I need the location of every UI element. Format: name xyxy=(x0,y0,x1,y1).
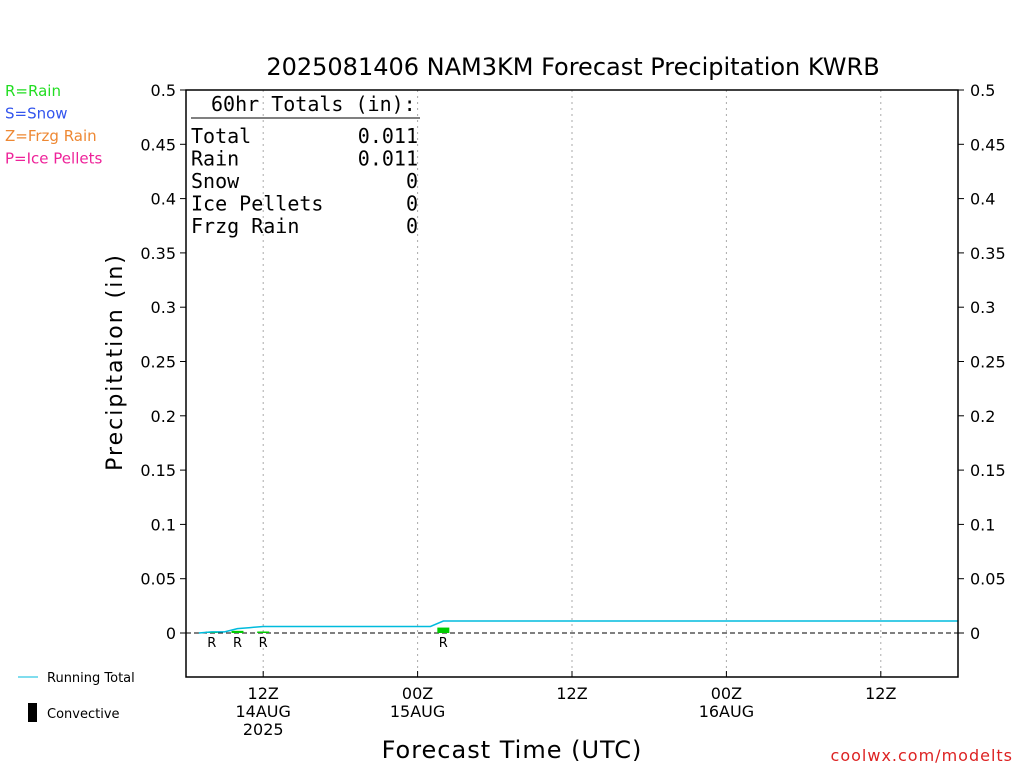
y-tick-label-left: 0 xyxy=(166,624,176,643)
y-tick-label-left: 0.1 xyxy=(151,515,176,534)
x-tick-label: 12Z xyxy=(556,684,587,703)
y-tick-label-left: 0.2 xyxy=(151,407,176,426)
y-tick-label-right: 0.25 xyxy=(970,353,1006,372)
y-tick-label-left: 0.35 xyxy=(140,244,176,263)
x-tick-label: 00Z xyxy=(711,684,742,703)
totals-label-0: Total xyxy=(191,124,251,148)
legend-type-1: S=Snow xyxy=(5,105,68,123)
y-axis-right: 0 0.05 0.1 0.15 0.2 0.25 0.3 0.35 0.4 0.45 0.5 xyxy=(958,81,1006,643)
y-tick-label-left: 0.05 xyxy=(140,570,176,589)
convective-legend-swatch xyxy=(28,703,37,722)
totals-value-4: 0 xyxy=(406,214,418,238)
y-tick-label-right: 0.15 xyxy=(970,461,1006,480)
totals-label-3: Ice Pellets xyxy=(191,192,323,216)
x-gridlines xyxy=(262,90,882,677)
precip-type-legend: R=Rain S=Snow Z=Frzg Rain P=Ice Pellets xyxy=(5,82,102,168)
legend-type-2: Z=Frzg Rain xyxy=(5,127,97,145)
y-tick-label-left: 0.5 xyxy=(151,81,176,100)
totals-value-1: 0.011 xyxy=(358,147,418,171)
x-tick-label: 2025 xyxy=(243,720,284,739)
precip-bar xyxy=(257,631,270,633)
y-tick-label-right: 0.4 xyxy=(970,190,995,209)
totals-value-3: 0 xyxy=(406,192,418,216)
totals-box: 60hr Totals (in): Total 0.011 Rain 0.011 Sno… xyxy=(191,92,420,238)
y-tick-label-left: 0.15 xyxy=(140,461,176,480)
totals-value-0: 0.011 xyxy=(358,124,418,148)
precip-type-label: R xyxy=(233,636,242,651)
x-tick-label: 12Z xyxy=(865,684,896,703)
running-total-line xyxy=(198,620,958,634)
y-tick-label-left: 0.45 xyxy=(140,135,176,154)
legend-type-0: R=Rain xyxy=(5,82,61,100)
running-total-series xyxy=(198,620,958,634)
y-tick-label-right: 0.05 xyxy=(970,570,1006,589)
precip-type-label: R xyxy=(259,636,268,651)
precip-type-label: R xyxy=(207,636,216,651)
y-tick-label-right: 0.2 xyxy=(970,407,995,426)
x-tick-label: 14AUG xyxy=(235,702,290,721)
precip-bar xyxy=(437,627,450,633)
credit-link[interactable]: coolwx.com/modelts xyxy=(831,746,1013,765)
y-tick-label-left: 0.4 xyxy=(151,190,176,209)
y-tick-label-right: 0.5 xyxy=(970,81,995,100)
totals-value-2: 0 xyxy=(406,169,418,193)
y-tick-label-right: 0.1 xyxy=(970,515,995,534)
y-tick-label-left: 0.25 xyxy=(140,353,176,372)
x-tick-label: 15AUG xyxy=(390,702,445,721)
precip-type-label: R xyxy=(439,636,448,651)
convective-legend: Convective xyxy=(28,703,120,722)
totals-label-1: Rain xyxy=(191,147,239,171)
y-tick-label-right: 0.45 xyxy=(970,135,1006,154)
y-tick-label-right: 0.3 xyxy=(970,298,995,317)
running-total-legend-label: Running Total xyxy=(47,671,135,686)
y-tick-label-right: 0 xyxy=(970,624,980,643)
precip-bar xyxy=(231,630,244,633)
x-tick-label: 16AUG xyxy=(699,702,754,721)
plot-frame xyxy=(185,89,959,678)
x-tick-label: 12Z xyxy=(248,684,279,703)
totals-header: 60hr Totals (in): xyxy=(211,92,416,116)
y-axis-label: Precipitation (in) xyxy=(103,253,128,471)
convective-legend-label: Convective xyxy=(47,707,120,722)
x-tick-label: 00Z xyxy=(402,684,433,703)
totals-label-2: Snow xyxy=(191,169,240,193)
running-total-legend: Running Total xyxy=(18,671,135,686)
y-tick-label-right: 0.35 xyxy=(970,244,1006,263)
legend-type-3: P=Ice Pellets xyxy=(5,150,102,168)
x-axis-label: Forecast Time (UTC) xyxy=(382,736,643,764)
y-tick-label-left: 0.3 xyxy=(151,298,176,317)
y-axis-left: 0 0.05 0.1 0.15 0.2 0.25 0.3 0.35 0.4 0.45 0.5 xyxy=(140,81,186,643)
chart-title: 2025081406 NAM3KM Forecast Precipitation… xyxy=(266,53,879,81)
totals-label-4: Frzg Rain xyxy=(191,214,299,238)
